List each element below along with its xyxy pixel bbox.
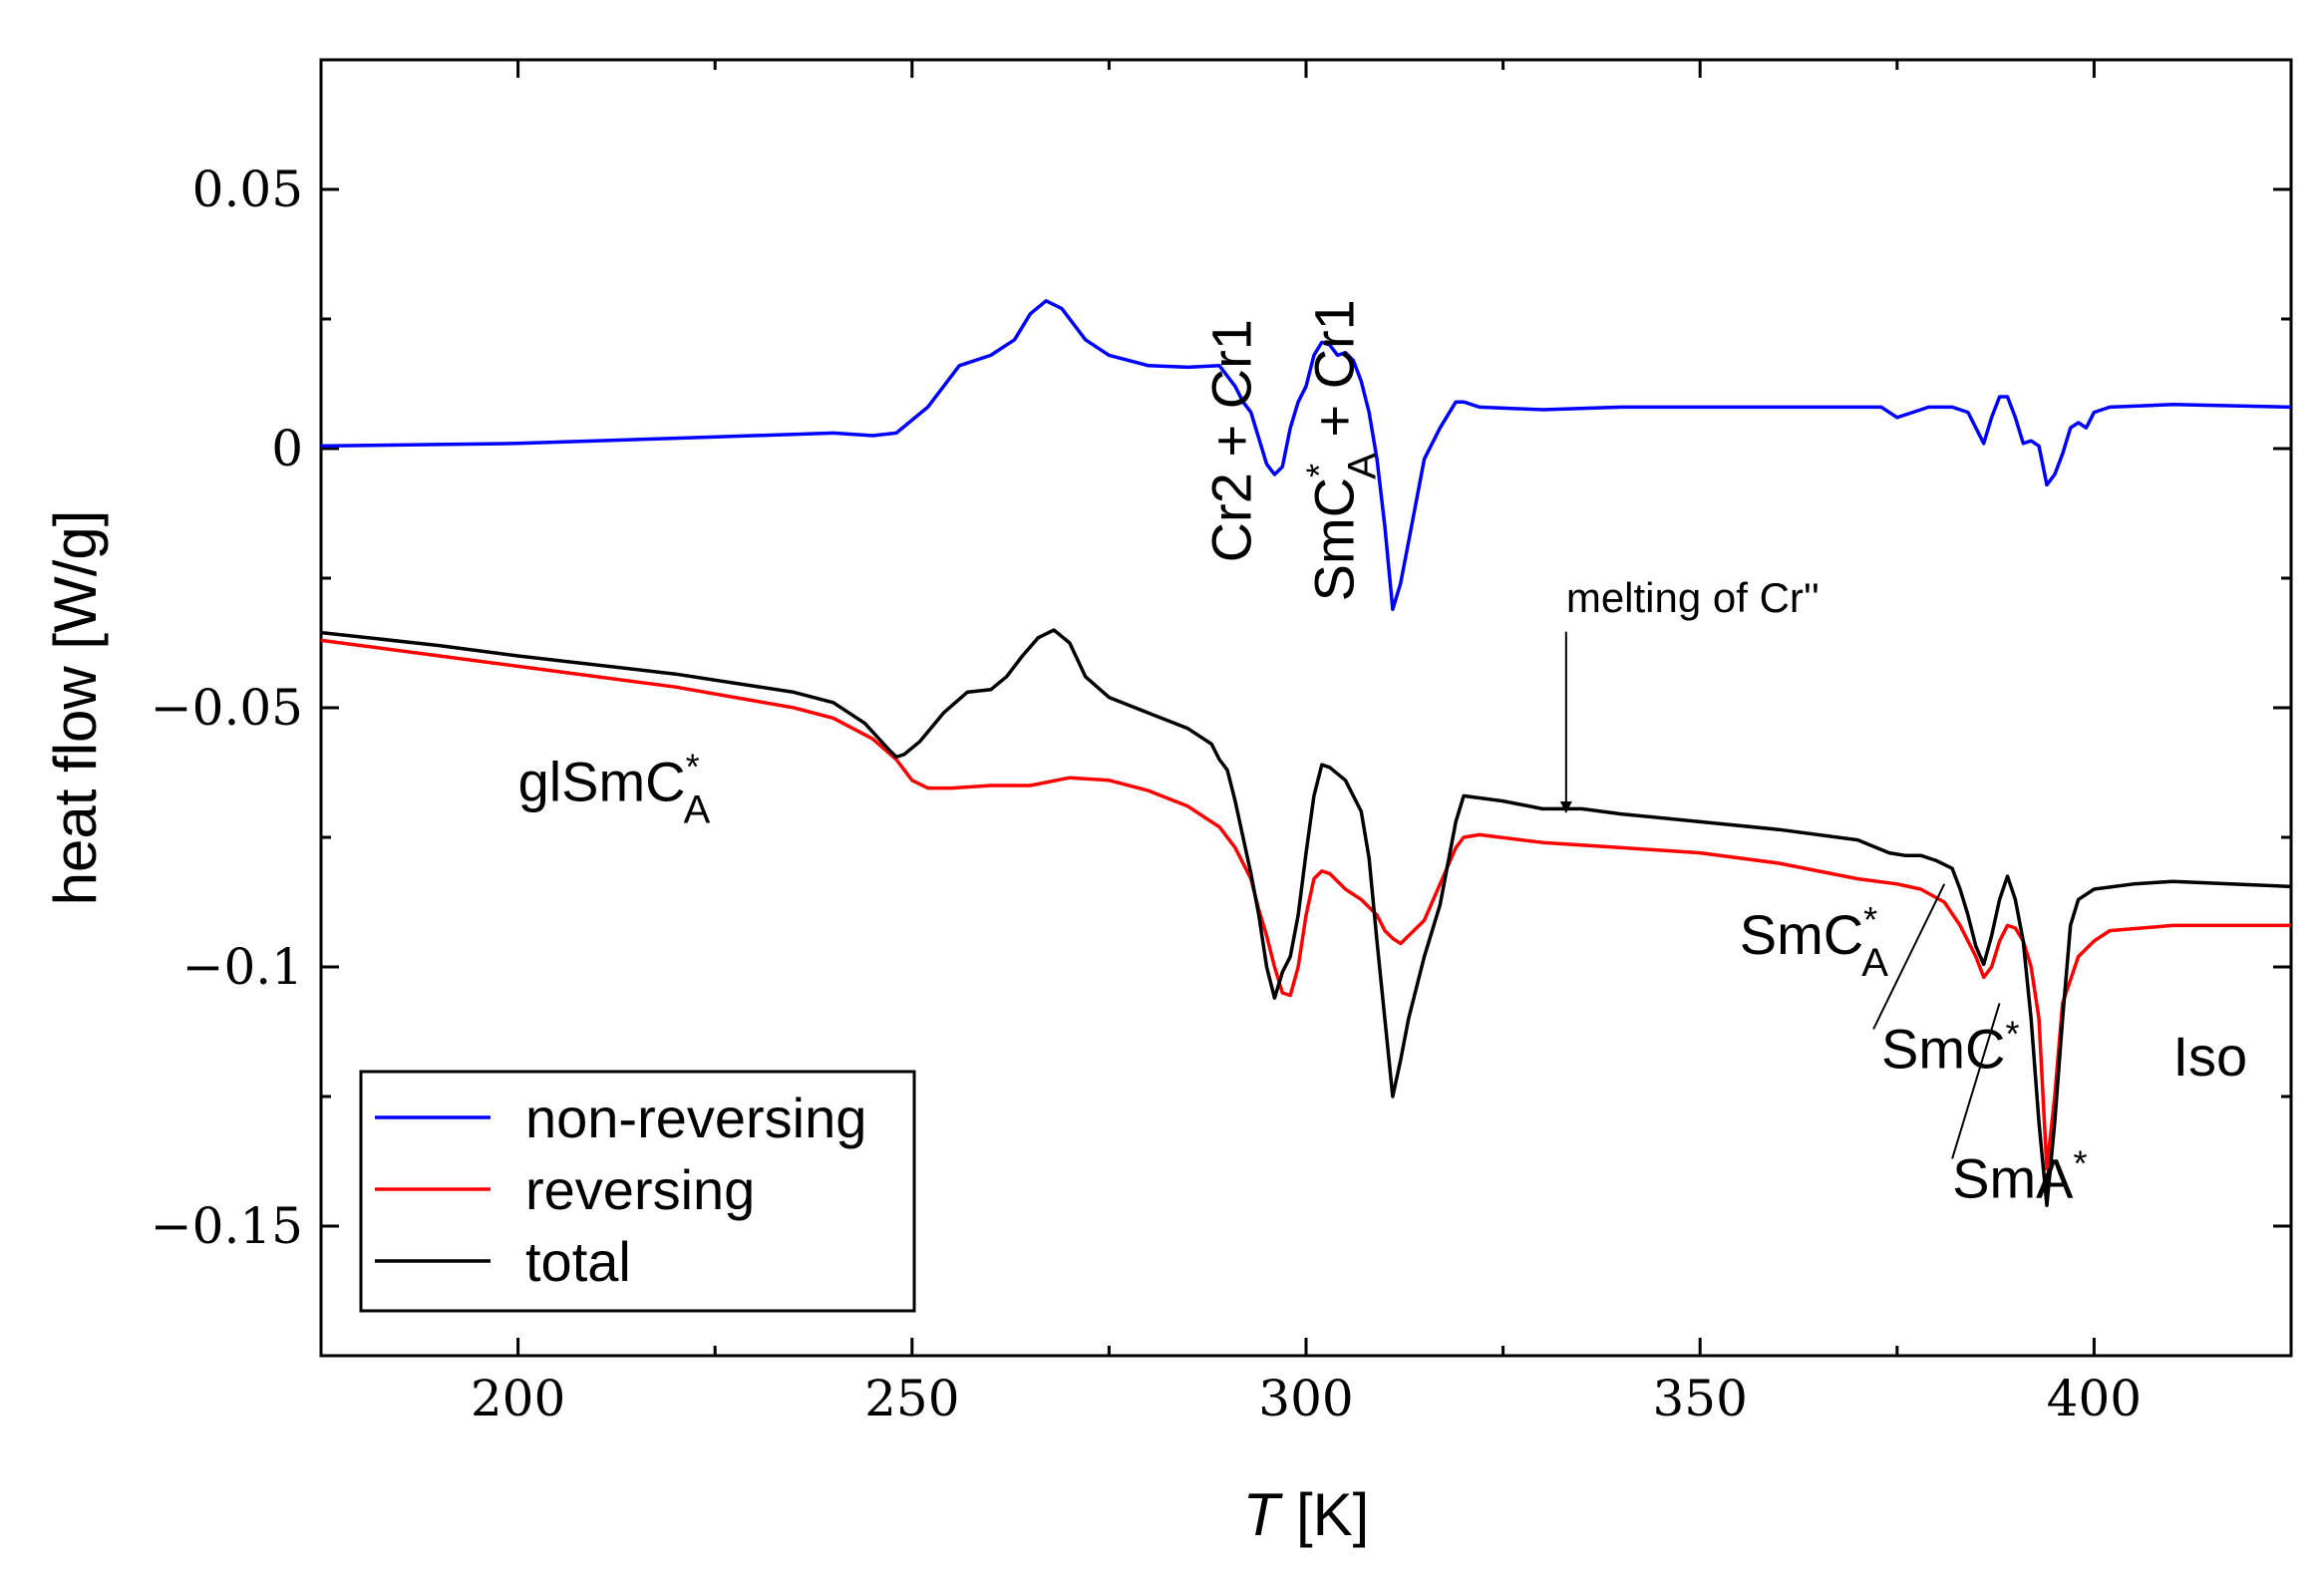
legend-label: total xyxy=(525,1230,631,1293)
annotations: Cr2 + Cr1 SmC*A + Cr1 melting of Cr'' glSmC… xyxy=(518,299,2248,1209)
annotation-line-sma xyxy=(1951,1003,2001,1159)
annotation-line-smc xyxy=(1872,883,1946,1030)
annotation-glsmca: glSmC* A xyxy=(518,747,711,832)
y-tick-label: −0.05 xyxy=(151,679,303,737)
x-tick-label: 400 xyxy=(2047,1370,2142,1427)
series-lines xyxy=(320,299,2292,1207)
legend-label: reversing xyxy=(525,1158,755,1221)
annotation-iso: Iso xyxy=(2172,1025,2247,1088)
x-tick-label: 300 xyxy=(1258,1370,1353,1427)
axis-titles: T [K] heat flow [W/g] xyxy=(42,510,1369,1548)
y-tick-label: −0.1 xyxy=(182,938,303,996)
legend-box xyxy=(359,1070,916,1313)
x-tick-label: 350 xyxy=(1652,1370,1747,1427)
annotation-cr2-cr1: Cr2 + Cr1 xyxy=(1200,319,1263,562)
series-line-non-reversing xyxy=(320,299,2292,611)
x-tick-label: 250 xyxy=(864,1370,959,1427)
y-tick-label: −0.15 xyxy=(151,1197,303,1255)
series-line-reversing xyxy=(320,638,2291,1171)
legend: non-reversing reversing total xyxy=(359,1070,916,1313)
annotation-smc: SmC* xyxy=(1881,1013,2019,1080)
y-axis-title: heat flow [W/g] xyxy=(42,510,109,906)
series-line-total xyxy=(320,628,2292,1207)
annotation-smca: SmC* A xyxy=(1740,899,1888,985)
annotation-smca-cr1: SmC*A + Cr1 xyxy=(1298,299,1384,601)
annotation-sma: SmA* xyxy=(1952,1142,2087,1209)
axes: 200 250 300 350 400 0.05 0 −0.05 −0.1 −0.15 xyxy=(151,58,2293,1427)
y-tick-label: 0.05 xyxy=(192,160,303,218)
legend-label: non-reversing xyxy=(525,1087,866,1149)
x-tick-label: 200 xyxy=(471,1370,565,1427)
y-tick-label: 0 xyxy=(271,420,303,477)
x-axis-title: T [K] xyxy=(1243,1481,1370,1548)
annotation-melting: melting of Cr'' xyxy=(1566,574,1820,621)
